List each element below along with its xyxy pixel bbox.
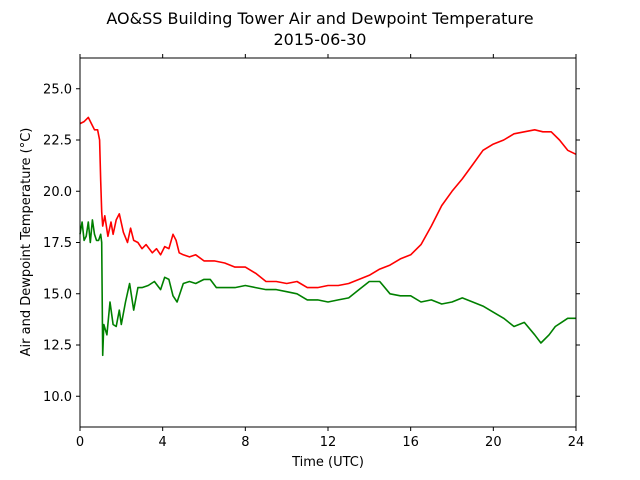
axes-layer: 0 4 8 12 16 20 24 10.0 12.5 15.0 17.5 20.0 22.5 25.0 <box>43 54 584 450</box>
series-line-2 <box>79 219 576 357</box>
y-tick-label: 25.0 <box>43 82 72 97</box>
series-layer <box>79 116 577 357</box>
plot-frame <box>79 57 577 428</box>
x-tick-label: 24 <box>568 435 585 450</box>
series-line-1 <box>79 116 577 289</box>
x-tick-label: 4 <box>159 435 167 450</box>
x-tick-label: 8 <box>241 435 249 450</box>
y-tick-label: 15.0 <box>43 287 72 302</box>
y-tick-label: 12.5 <box>43 339 72 354</box>
y-tick-label: 17.5 <box>43 236 72 251</box>
y-axis-label: Air and Dewpoint Temperature (°C) <box>19 128 34 357</box>
x-axis-label: Time (UTC) <box>291 455 364 470</box>
chart-title: AO&SS Building Tower Air and Dewpoint Te… <box>106 9 533 28</box>
x-tick-label: 20 <box>485 435 502 450</box>
x-tick-label: 16 <box>402 435 419 450</box>
y-tick-label: 10.0 <box>43 390 72 405</box>
y-tick-label: 20.0 <box>43 185 72 200</box>
x-tick-label: 0 <box>76 435 84 450</box>
x-tick-label: 12 <box>320 435 337 450</box>
chart-subtitle: 2015-06-30 <box>274 30 367 49</box>
y-tick-label: 22.5 <box>43 134 72 149</box>
